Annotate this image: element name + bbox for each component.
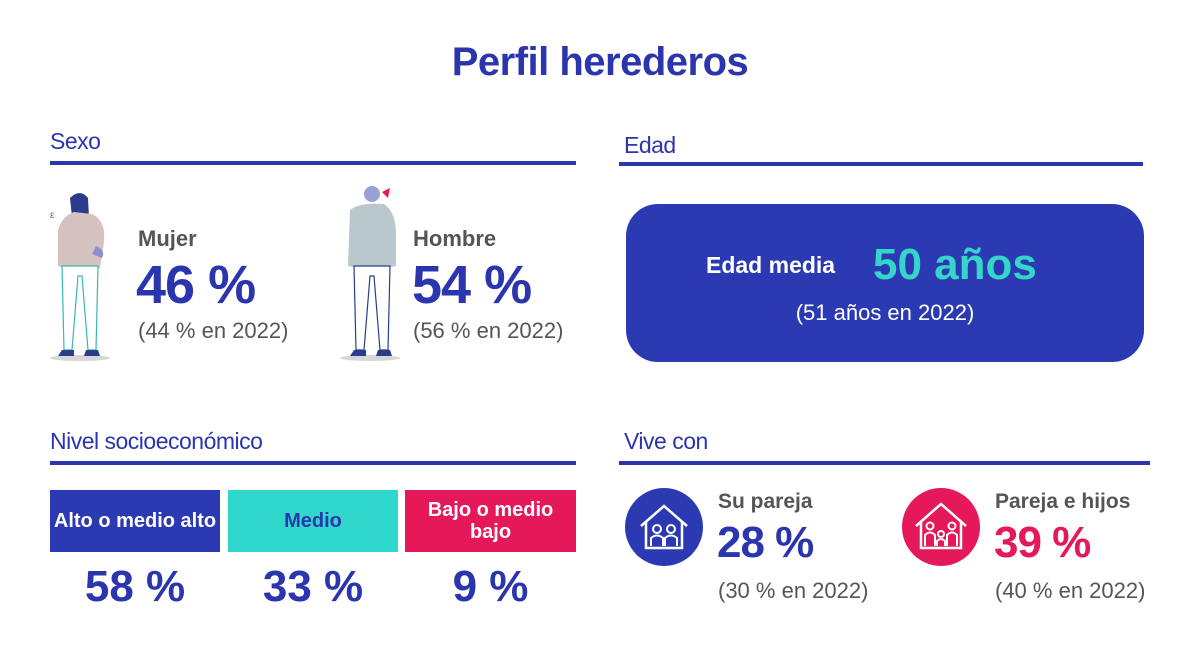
mujer-percentage: 46 % xyxy=(136,255,256,315)
couple-house-icon xyxy=(625,488,703,566)
section-heading-edad: Edad xyxy=(624,132,676,158)
section-heading-vive: Vive con xyxy=(624,428,708,454)
ses-category-medio: Medio xyxy=(228,490,398,552)
hombre-previous: (56 % en 2022) xyxy=(413,318,564,343)
hijos-percentage: 39 % xyxy=(994,518,1091,567)
page-title: Perfil herederos xyxy=(451,40,749,84)
mujer-label: Mujer xyxy=(138,226,197,251)
family-house-icon xyxy=(902,488,980,566)
man-figure-icon xyxy=(340,186,400,361)
ses-value-bajo: 9 % xyxy=(452,562,529,611)
section-divider xyxy=(619,162,1143,166)
hijos-label: Pareja e hijos xyxy=(995,490,1131,513)
age-card xyxy=(626,204,1144,362)
hijos-previous: (40 % en 2022) xyxy=(995,578,1146,603)
section-divider xyxy=(50,161,576,165)
hombre-label: Hombre xyxy=(413,226,497,251)
ses-value-medio: 33 % xyxy=(262,562,364,611)
age-label: Edad media xyxy=(706,252,836,278)
pareja-label: Su pareja xyxy=(718,490,813,513)
age-value: 50 años xyxy=(873,240,1037,289)
section-divider xyxy=(619,461,1150,465)
mujer-previous: (44 % en 2022) xyxy=(138,318,289,343)
woman-figure-icon: ε xyxy=(50,193,110,361)
pareja-percentage: 28 % xyxy=(717,518,814,567)
ses-value-alto: 58 % xyxy=(84,562,186,611)
hombre-percentage: 54 % xyxy=(412,255,532,315)
age-previous: (51 años en 2022) xyxy=(795,300,975,325)
ses-category-alto: Alto o medio alto xyxy=(50,490,220,552)
svg-text:ε: ε xyxy=(50,210,55,221)
section-heading-sexo: Sexo xyxy=(50,128,101,154)
section-heading-nivel: Nivel socioeconómico xyxy=(50,428,263,454)
pareja-previous: (30 % en 2022) xyxy=(718,578,869,603)
ses-category-bajo: Bajo o medio bajo xyxy=(405,490,576,552)
section-divider xyxy=(50,461,576,465)
